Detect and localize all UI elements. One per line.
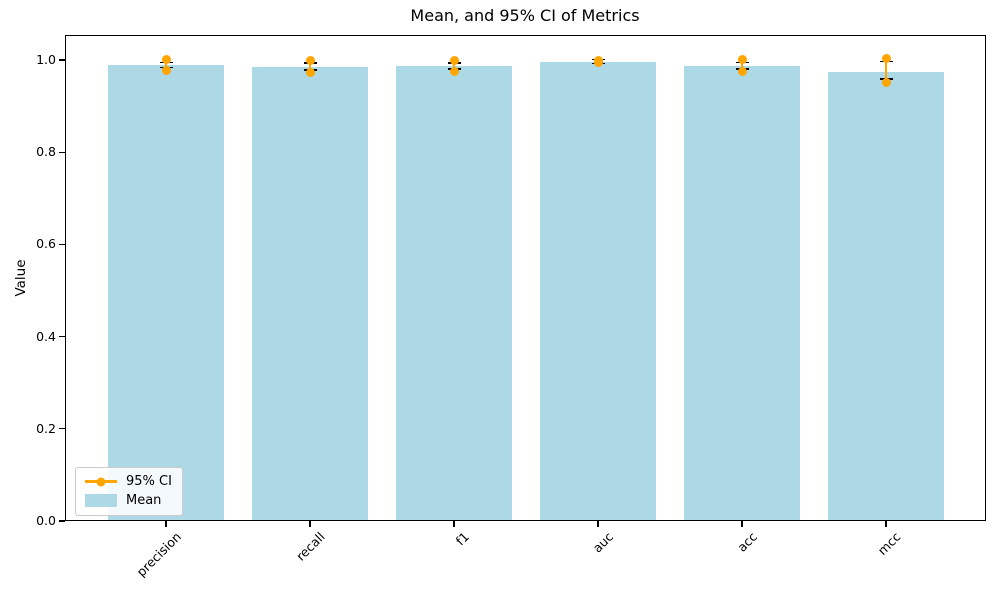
x-tick xyxy=(453,521,455,527)
bar-precision xyxy=(108,64,224,521)
y-tick xyxy=(59,335,65,338)
ci-dot-high-mcc xyxy=(881,54,891,64)
x-tick-label-precision: precision xyxy=(133,529,184,580)
y-tick xyxy=(59,520,65,522)
ci-dot-low-mcc xyxy=(881,77,891,87)
legend-item-ci: 95% CI xyxy=(85,474,172,489)
bar-f1 xyxy=(396,65,512,521)
mean-swatch-icon xyxy=(85,494,117,507)
bar-mcc xyxy=(828,71,944,521)
x-tick xyxy=(165,521,167,527)
ci-line-precision xyxy=(164,59,168,71)
x-tick xyxy=(597,521,599,527)
y-tick-label: 0.6 xyxy=(36,236,56,252)
y-tick xyxy=(59,151,65,153)
x-tick xyxy=(885,521,887,527)
y-axis-label: Value xyxy=(13,259,29,297)
ci-dot-low-precision xyxy=(161,66,171,76)
y-tick xyxy=(59,428,65,430)
ci-line-acc xyxy=(740,59,744,72)
ci-dot-high-precision xyxy=(161,55,171,65)
bar-acc xyxy=(684,65,800,521)
legend-label-mean: Mean xyxy=(126,493,162,508)
ci-line-f1 xyxy=(452,60,456,72)
legend: 95% CI Mean xyxy=(75,467,183,516)
ci-dot-high-acc xyxy=(737,55,747,65)
plot-area xyxy=(65,35,986,521)
bar-recall xyxy=(252,66,368,521)
y-tick-label: 0.0 xyxy=(36,513,56,528)
x-tick-label-auc: auc xyxy=(589,529,616,556)
ci-dot-low-f1 xyxy=(449,67,459,77)
bar-auc xyxy=(540,61,656,521)
chart-title: Mean, and 95% CI of Metrics xyxy=(410,6,640,25)
y-tick xyxy=(59,243,65,246)
x-tick-label-f1: f1 xyxy=(452,529,472,549)
ci-line-recall xyxy=(308,60,312,73)
ci-dot-low-auc xyxy=(593,58,603,68)
x-tick-label-mcc: mcc xyxy=(874,529,904,558)
legend-item-mean: Mean xyxy=(85,493,172,508)
ci-line-mcc xyxy=(884,58,888,83)
y-tick-label: 0.8 xyxy=(36,144,56,160)
x-tick-label-recall: recall xyxy=(292,529,328,564)
ci-line-marker-icon xyxy=(85,477,117,486)
y-tick-label: 0.4 xyxy=(36,328,56,344)
y-tick-label: 1.0 xyxy=(36,52,56,67)
ci-dot-high-f1 xyxy=(449,55,459,65)
y-tick-label: 0.2 xyxy=(36,420,56,436)
x-tick xyxy=(309,521,311,527)
x-tick xyxy=(741,521,743,527)
ci-dot-low-recall xyxy=(305,68,315,78)
y-tick xyxy=(59,59,65,61)
x-tick-label-acc: acc xyxy=(733,529,760,555)
ci-dot-low-acc xyxy=(737,67,747,77)
legend-label-ci: 95% CI xyxy=(126,474,172,489)
ci-dot-high-recall xyxy=(305,55,315,65)
ci-dot-icon xyxy=(96,477,106,486)
